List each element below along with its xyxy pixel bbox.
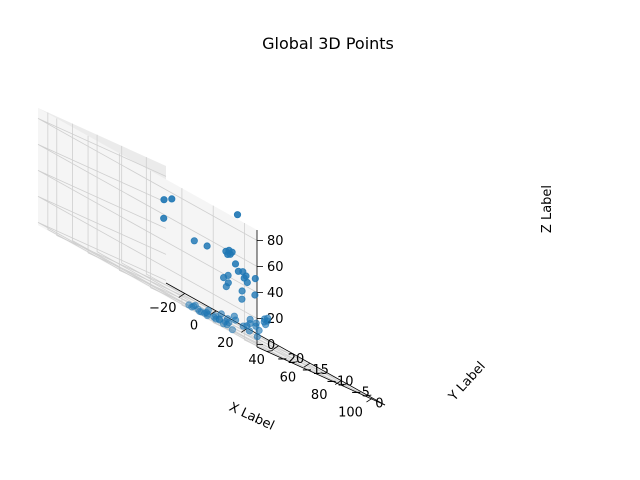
data-point <box>160 214 168 222</box>
x-tick-label: 0 <box>190 318 198 333</box>
data-point <box>220 273 228 282</box>
y-axis-label: Y Label <box>445 359 488 405</box>
data-point <box>168 195 176 203</box>
y-gridline <box>121 145 341 386</box>
y-tick <box>266 350 273 352</box>
data-point <box>203 242 211 250</box>
data-point <box>243 278 251 287</box>
x-tick <box>303 362 311 368</box>
data-point <box>224 279 232 287</box>
x-axis-line <box>165 282 386 406</box>
x-tick <box>366 397 373 403</box>
data-point <box>160 196 168 204</box>
x-tick <box>272 345 279 351</box>
y-tick <box>291 361 298 364</box>
x-tick-label: 40 <box>248 353 265 368</box>
x-tick-label: 20 <box>217 336 234 351</box>
data-point <box>233 211 242 219</box>
data-point <box>234 267 242 275</box>
z-axis-label: Z Label <box>540 185 555 233</box>
data-point <box>246 315 254 323</box>
data-points <box>160 195 272 341</box>
data-point <box>217 310 225 318</box>
data-point <box>253 332 261 341</box>
z-gridline <box>37 144 258 267</box>
y-gridline <box>96 134 317 375</box>
x-tick-label: 80 <box>311 388 328 403</box>
data-point <box>255 326 263 335</box>
y-tick-label: 0 <box>375 397 383 412</box>
data-point <box>251 274 259 283</box>
data-point <box>191 301 199 309</box>
z-tick-label: 80 <box>267 234 284 249</box>
z-gridline <box>37 118 258 241</box>
y-axis-line <box>256 346 386 406</box>
data-point <box>238 295 246 303</box>
z-tick-label: 60 <box>267 260 284 275</box>
y-tick-label: −15 <box>301 363 328 378</box>
data-point <box>252 319 260 327</box>
x-tick <box>334 380 342 385</box>
chart-title: Global 3D Points <box>262 34 394 53</box>
data-point <box>242 272 250 280</box>
grid-lines <box>37 112 373 399</box>
z-tick-label: 20 <box>267 312 284 327</box>
x-tick <box>178 293 185 298</box>
y-gridline <box>145 157 366 397</box>
data-point <box>190 237 198 245</box>
data-point <box>238 287 246 295</box>
axis-panes <box>38 108 385 405</box>
data-point <box>215 316 224 324</box>
y-tick <box>365 394 372 397</box>
back-pane <box>38 108 257 347</box>
y-gridline <box>47 112 268 352</box>
x-tick-label: 60 <box>280 371 297 386</box>
x-axis-label: X Label <box>227 400 277 434</box>
data-point <box>231 260 240 268</box>
y-tick-label: −10 <box>326 374 353 389</box>
y-tick <box>340 383 347 386</box>
y-tick-label: −20 <box>277 352 304 367</box>
data-point <box>251 291 259 299</box>
data-point <box>204 306 212 314</box>
data-point <box>230 312 238 320</box>
y-tick <box>316 372 323 375</box>
z-gridline <box>37 170 258 293</box>
z-gridline <box>37 222 258 345</box>
data-point <box>263 314 272 322</box>
x-tick-label: −20 <box>149 301 176 316</box>
data-point <box>224 250 232 258</box>
z-gridline <box>37 196 258 319</box>
y-tick-label: −5 <box>351 385 370 400</box>
z-tick-label: 40 <box>267 286 284 301</box>
x-tick-label: 100 <box>338 406 363 421</box>
z-tick-label: 0 <box>267 338 275 353</box>
data-point <box>224 315 232 323</box>
data-point <box>228 326 236 334</box>
